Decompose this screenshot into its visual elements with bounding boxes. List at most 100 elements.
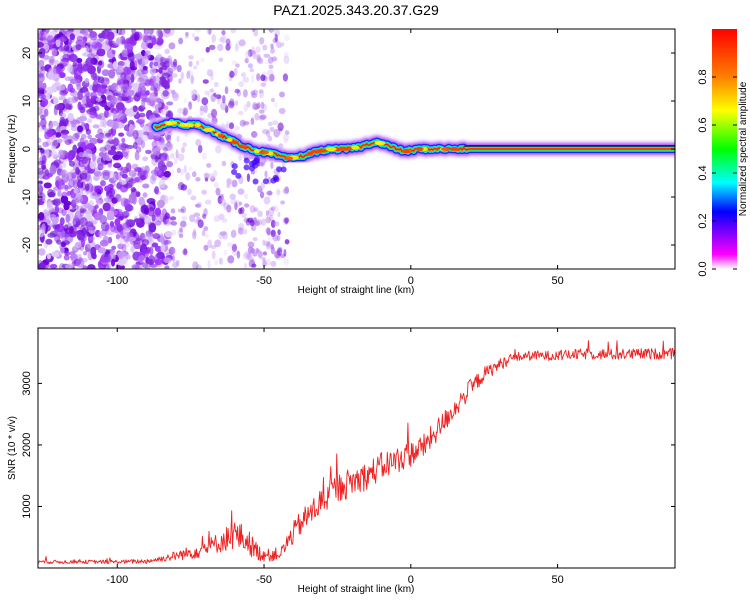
- spectrogram-speckle-dot: [195, 203, 201, 208]
- spectrogram-speckle-dot: [145, 79, 151, 87]
- spectrogram-speckle-dot: [269, 126, 275, 132]
- spectrogram-speckle-dot: [85, 128, 92, 135]
- spectrogram-speckle-dot: [106, 136, 113, 141]
- spectrogram-speckle-dot: [262, 260, 267, 267]
- spectrogram-speckle-dot: [201, 229, 206, 237]
- spectrogram-speckle-dot: [268, 64, 274, 70]
- spectrogram-speckle-dot: [75, 119, 80, 128]
- spectrogram-ridge-peak: [217, 133, 224, 138]
- spectrogram-speckle-dot: [84, 148, 93, 159]
- spectrogram-speckle-dot: [211, 34, 217, 43]
- spectrogram-speckle-dot: [163, 257, 172, 264]
- spectrogram-speckle-dot: [87, 250, 94, 261]
- spectrogram-speckle-dot: [107, 149, 117, 156]
- spectrogram-speckle-dot: [40, 117, 47, 128]
- spectrogram-speckle-dot: [279, 91, 285, 98]
- spectrogram-speckle-dot: [210, 244, 217, 249]
- spectrogram-speckle-dot: [108, 39, 113, 47]
- spectrogram-speckle-dot: [47, 191, 56, 198]
- spectrogram-speckle-dot: [258, 188, 264, 194]
- spectrogram-speckle-dot: [267, 135, 273, 142]
- spectrogram-speckle-dot: [152, 110, 159, 116]
- spectrogram-speckle-dot: [260, 74, 266, 82]
- spectrogram-speckle-dot: [74, 241, 82, 249]
- spectrogram-speckle-dot: [283, 257, 290, 266]
- spectrogram-speckle-dot: [230, 229, 237, 239]
- spectrogram-speckle-dot: [252, 89, 258, 96]
- spectrogram-speckle-dot: [270, 47, 275, 54]
- spectrogram-speckle-dot: [86, 142, 95, 149]
- spectrogram-speckle-dot: [87, 234, 94, 244]
- spectrogram-speckle-dot: [264, 59, 271, 65]
- spectrogram-speckle-dot: [67, 63, 73, 73]
- spectrogram-speckle-dot: [80, 236, 87, 242]
- spectrogram-speckle-dot: [55, 68, 64, 73]
- spectrogram-speckle-dot: [63, 224, 69, 231]
- spectrogram-speckle-dot: [164, 48, 171, 55]
- spectrogram-speckle-dot: [61, 208, 67, 217]
- spectrogram-speckle-dot: [156, 141, 166, 150]
- colorbar-tick-label: 0.0: [697, 261, 709, 276]
- spectrogram-speckle-dot: [251, 46, 255, 55]
- spectrogram-speckle-dot: [251, 73, 255, 83]
- spectrogram-speckle-dot: [195, 60, 200, 66]
- spectrogram-speckle-dot: [50, 145, 57, 152]
- 0-xtick-label: -100: [106, 275, 128, 287]
- spectrogram-speckle-dot: [78, 29, 86, 34]
- spectrogram-speckle-dot: [92, 167, 101, 176]
- spectrogram-speckle-dot: [62, 161, 67, 169]
- spectrogram-speckle-dot: [145, 90, 150, 96]
- spectrogram-speckle-dot: [154, 104, 159, 111]
- spectrogram-speckle-dot: [252, 237, 258, 242]
- spectrogram-speckle-dot: [253, 207, 259, 213]
- spectrogram-speckle-dot: [94, 194, 103, 201]
- spectrogram-speckle-dot: [129, 60, 135, 71]
- spectrogram-speckle-dot: [121, 243, 130, 248]
- spectrogram-speckle-dot: [221, 160, 227, 167]
- spectrogram-speckle-dot: [163, 60, 171, 68]
- spectrogram-speckle-dot: [177, 185, 181, 191]
- spectrogram-speckle-dot: [116, 181, 123, 189]
- spectrogram-speckle-dot: [141, 68, 149, 75]
- spectrogram-speckle-dot: [234, 88, 240, 94]
- spectrogram-speckle-dot: [82, 250, 88, 256]
- spectrogram-speckle-dot: [144, 149, 152, 155]
- spectrogram-speckle-dot: [140, 204, 149, 214]
- spectrogram-speckle-dot: [152, 233, 161, 240]
- spectrogram-speckle-dot: [80, 203, 89, 210]
- spectrogram-speckle-dot: [173, 58, 178, 68]
- spectrogram-speckle-dot: [238, 81, 244, 88]
- spectrogram-speckle-dot: [225, 121, 230, 130]
- spectrogram-speckle-dot: [265, 258, 272, 266]
- spectrogram-speckle-dot: [261, 256, 266, 262]
- spectrogram-speckle-dot: [229, 193, 236, 200]
- spectrogram-speckle-dot: [255, 247, 259, 254]
- spectrogram-speckle-dot: [150, 153, 156, 160]
- spectrogram-speckle-dot: [222, 231, 228, 240]
- spectrogram-speckle-dot: [128, 194, 136, 204]
- spectrogram-speckle-dot: [133, 242, 142, 250]
- spectrogram-speckle-dot: [64, 137, 71, 146]
- 0-xtick-label: 0: [408, 275, 414, 287]
- spectrogram-speckle-dot: [283, 55, 290, 64]
- spectrogram-speckle-dot: [190, 75, 195, 85]
- spectrogram-speckle-dot: [233, 125, 240, 131]
- spectrogram-speckle-dot: [60, 169, 68, 179]
- spectrogram-speckle-dot: [49, 164, 57, 175]
- spectrogram-speckle-dot: [266, 190, 273, 196]
- spectrogram-speckle-dot: [244, 57, 249, 64]
- spectrogram-speckle-dot: [63, 202, 70, 211]
- spectrogram-speckle-dot: [208, 44, 216, 51]
- spectrogram-speckle-dot: [165, 218, 172, 224]
- spectrogram-speckle-dot: [250, 117, 255, 125]
- spectrogram-speckle-dot: [49, 263, 58, 269]
- spectrogram-speckle-dot: [88, 235, 96, 242]
- spectrogram-speckle-dot: [201, 97, 209, 106]
- spectrogram-speckle-dot: [170, 169, 175, 175]
- spectrogram-speckle-dot: [171, 73, 178, 78]
- spectrogram-speckle-dot: [211, 250, 216, 260]
- spectrogram-speckle-dot: [193, 228, 197, 236]
- spectrogram-speckle-dot: [268, 207, 275, 217]
- spectrogram-speckle-dot: [241, 228, 248, 235]
- spectrogram-speckle-dot: [269, 73, 275, 82]
